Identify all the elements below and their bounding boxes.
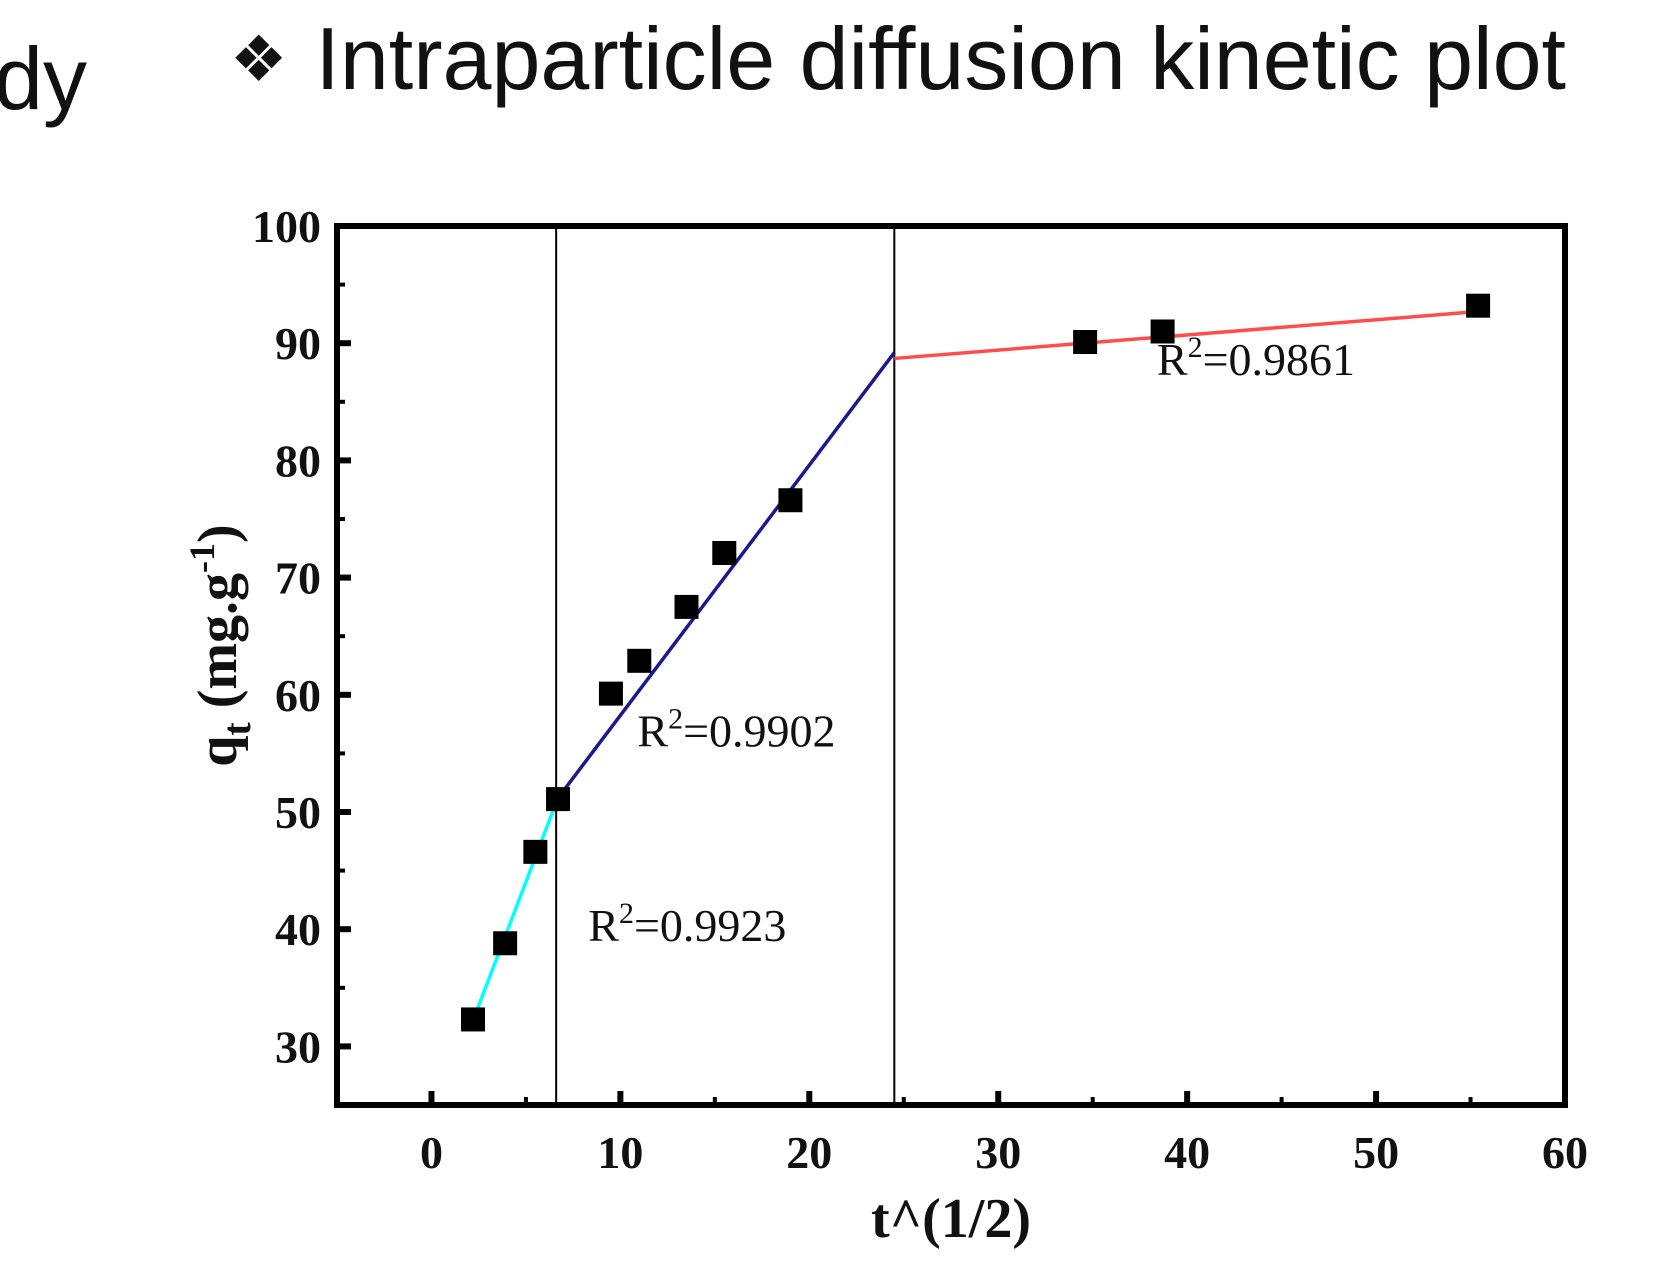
y-tick-label-90: 90: [275, 318, 321, 369]
y-tick-label-30: 30: [275, 1021, 321, 1072]
r2-annotation-3: R2=0.9861: [1157, 331, 1355, 385]
data-point-8: [712, 540, 737, 565]
data-point-2: [493, 931, 518, 956]
y-tick-label-60: 60: [275, 670, 321, 721]
cut-off-title-text: dy: [0, 29, 87, 128]
y-axis-title: qt (mg.g-1): [182, 524, 259, 766]
y-tick-label-70: 70: [275, 553, 321, 604]
plot-frame: [334, 223, 1568, 1108]
data-point-10: [1073, 330, 1098, 355]
data-point-1: [461, 1007, 486, 1032]
x-tick-label-20: 20: [786, 1127, 832, 1178]
y-tick-label-50: 50: [275, 787, 321, 838]
x-tick-label-10: 10: [597, 1127, 643, 1178]
fit-line-1: [471, 797, 560, 1022]
x-tick-label-0: 0: [420, 1127, 443, 1178]
r2-annotation-2: R2=0.9902: [637, 702, 835, 756]
data-point-7: [674, 594, 699, 619]
fit-line-2: [556, 351, 896, 799]
y-tick-label-40: 40: [275, 904, 321, 955]
x-tick-label-40: 40: [1164, 1127, 1210, 1178]
data-point-6: [627, 648, 652, 673]
slide-title: ❖ Intraparticle diffusion kinetic plot: [230, 8, 1566, 110]
fit-line-3: [894, 309, 1479, 361]
x-axis-title: t^(1/2): [871, 1188, 1031, 1250]
data-point-9: [778, 488, 803, 513]
diamond-bullet-icon: ❖: [230, 23, 288, 95]
data-point-12: [1466, 293, 1491, 318]
x-tick-label-50: 50: [1353, 1127, 1399, 1178]
data-point-5: [598, 681, 623, 706]
y-tick-label-100: 100: [252, 201, 321, 252]
data-point-3: [523, 839, 548, 864]
r2-annotation-1: R2=0.9923: [588, 897, 786, 951]
data-point-11: [1150, 319, 1175, 344]
slide-title-text: Intraparticle diffusion kinetic plot: [315, 9, 1566, 108]
y-tick-label-80: 80: [275, 435, 321, 486]
data-point-4: [546, 787, 571, 812]
x-tick-label-60: 60: [1542, 1127, 1588, 1178]
x-tick-label-30: 30: [975, 1127, 1021, 1178]
